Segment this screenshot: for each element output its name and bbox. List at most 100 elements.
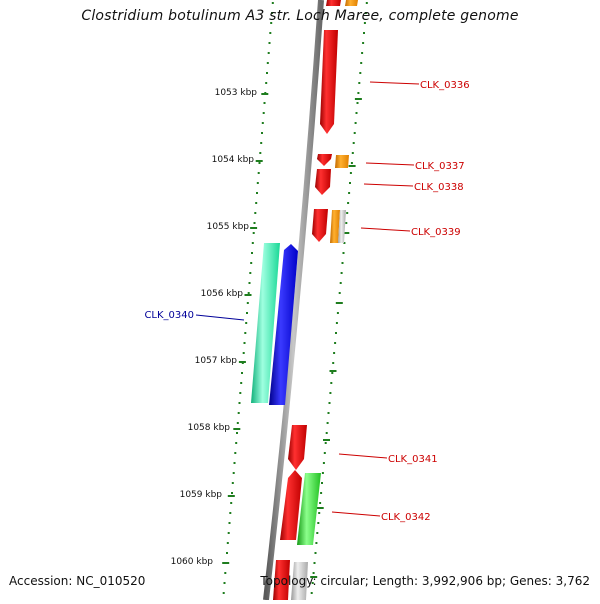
ruler-dot [319, 502, 322, 504]
gene-orange-0337[interactable] [335, 155, 349, 168]
ruler-dot [227, 532, 230, 534]
ruler-dot [229, 512, 232, 514]
gene-label[interactable]: CLK_0339 [411, 227, 461, 238]
gene-label[interactable]: CLK_0336 [420, 80, 470, 91]
gene-clk-0341[interactable] [288, 425, 307, 470]
ruler-dot [254, 212, 257, 214]
ruler-dot [311, 582, 314, 584]
ruler-dot [259, 152, 262, 154]
ruler-major-tick [329, 370, 337, 372]
gene-red-0342[interactable] [280, 470, 302, 540]
ruler-label: 1059 kbp [180, 490, 223, 500]
ruler-right-track [310, 2, 368, 594]
ruler-dot [257, 172, 260, 174]
ruler-dot [250, 262, 253, 264]
ruler-dot [268, 42, 271, 44]
ruler-dot [347, 202, 350, 204]
ruler-major-tick [342, 232, 350, 234]
ruler-dot [261, 132, 263, 134]
ruler-dot [334, 342, 337, 344]
gene-label[interactable]: CLK_0342 [381, 512, 431, 523]
gene-red-bottom[interactable] [273, 560, 290, 600]
ruler-dot [360, 62, 363, 64]
gene-clk-0340[interactable] [251, 243, 280, 403]
ruler-dot [310, 592, 313, 594]
ruler-dot [329, 392, 332, 394]
ruler-dot [258, 162, 261, 164]
ruler-dot [338, 292, 341, 294]
genome-backbone [263, 0, 324, 601]
gene-clk-0336[interactable] [320, 30, 338, 134]
ruler-dot [336, 312, 339, 314]
ruler-label: 1055 kbp [207, 222, 250, 232]
ruler-major-tick [323, 439, 330, 441]
ruler-dot [342, 252, 345, 254]
ruler-major-tick [238, 361, 246, 363]
ruler-dot [261, 122, 264, 124]
ruler-major-tick [233, 428, 241, 430]
ruler-dot [346, 212, 349, 214]
ruler-major-tick [316, 507, 324, 509]
ruler-dot [352, 142, 355, 144]
ruler-label: 1054 kbp [212, 155, 255, 165]
gene-labels: CLK_0336 CLK_0337 CLK_0338 CLK_0339 CLK_… [144, 80, 469, 523]
ruler-label: 1060 kbp [171, 557, 214, 567]
ruler-dot [321, 482, 323, 484]
ruler-dot [262, 112, 265, 114]
ruler-dot [343, 242, 346, 244]
ruler-dot [350, 162, 353, 164]
gene-orange[interactable] [345, 0, 358, 6]
ruler-major-tick [222, 562, 230, 564]
ruler-dot [224, 572, 227, 574]
gene-blue[interactable] [269, 244, 298, 405]
gene-gray-0339[interactable] [338, 210, 346, 243]
ruler-dot [364, 12, 367, 14]
ruler-dot [313, 562, 316, 564]
ruler-dot [324, 442, 327, 444]
ruler-dot [252, 232, 255, 234]
ruler-dot [256, 182, 259, 184]
ruler-dot [246, 302, 249, 304]
ruler-dot [356, 102, 359, 104]
ruler-dot [339, 282, 342, 284]
ruler-dot [328, 402, 331, 404]
gene-label[interactable]: CLK_0340 [144, 310, 194, 321]
ruler-dot [333, 352, 336, 354]
gene-label[interactable]: CLK_0338 [414, 182, 464, 193]
ruler-label: 1053 kbp [215, 88, 258, 98]
gene-red[interactable] [326, 0, 341, 6]
ruler-dot [230, 502, 233, 504]
ruler-dot [265, 82, 268, 84]
ruler-major-tick [310, 576, 318, 578]
ruler-dot [317, 522, 320, 524]
gene-clk-0339[interactable] [312, 209, 328, 242]
ruler-dot [255, 202, 258, 204]
topology-summary: Topology: circular; Length: 3,992,906 bp… [260, 574, 590, 588]
gene-clk-0342[interactable] [297, 473, 321, 545]
ruler-dot [243, 342, 246, 344]
ruler-dot [269, 32, 272, 34]
ruler-dot [340, 272, 343, 274]
ruler-major-tick [348, 165, 356, 167]
gene-orange-0339[interactable] [330, 210, 340, 243]
ruler-dot [353, 132, 356, 134]
gene-clk-0337[interactable] [317, 154, 332, 166]
gene-gray-bottom[interactable] [291, 562, 308, 600]
ruler-dot [248, 282, 251, 284]
ruler-major-tick [244, 294, 252, 296]
map-title: Clostridium botulinum A3 str. Loch Maree… [81, 8, 519, 24]
ruler-dot [223, 582, 226, 584]
ruler-dot [357, 92, 360, 94]
ruler-dot [266, 62, 269, 64]
gene-clk-0338[interactable] [315, 169, 331, 195]
gene-label[interactable]: CLK_0341 [388, 454, 438, 465]
genes [251, 0, 358, 600]
ruler-major-tick [354, 98, 362, 100]
ruler-dot [314, 552, 317, 554]
ruler-dot [247, 292, 250, 294]
ruler-left-track [222, 2, 274, 594]
label-connectors [195, 81, 420, 517]
gene-label[interactable]: CLK_0337 [415, 161, 465, 172]
ruler-dot [235, 442, 238, 444]
